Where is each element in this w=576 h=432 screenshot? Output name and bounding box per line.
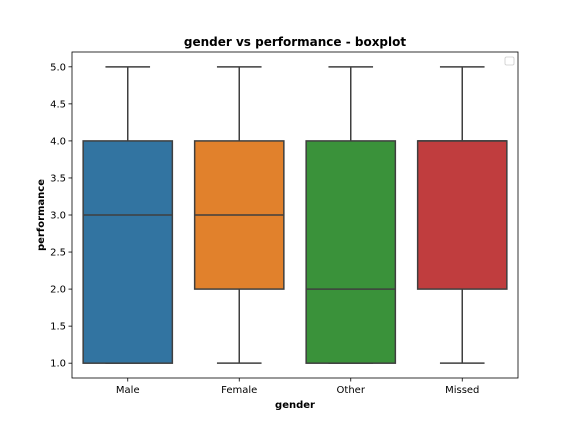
legend-box (504, 56, 515, 66)
y-tick-label: 2.5 (50, 248, 66, 259)
x-tick-label: Missed (445, 385, 479, 396)
chart-title: gender vs performance - boxplot (184, 35, 407, 49)
iqr-box (416, 140, 508, 290)
x-axis: Male Female Other Missed (116, 378, 479, 396)
iqr-box (82, 140, 174, 364)
y-tick-label: 1.0 (50, 359, 66, 370)
x-axis-label: gender (275, 400, 315, 411)
y-tick-label: 2.0 (50, 285, 66, 296)
boxplot-series (82, 66, 508, 364)
box-missed (416, 66, 508, 364)
y-tick-label: 4.5 (50, 99, 66, 110)
x-tick-label: Male (116, 385, 140, 396)
box-female (193, 66, 285, 364)
y-tick-label: 3.5 (50, 173, 66, 184)
box-male (82, 66, 174, 364)
y-tick-label: 5.0 (50, 62, 66, 73)
x-tick-label: Other (337, 385, 366, 396)
iqr-box (305, 140, 397, 364)
y-axis: 1.0 1.5 2.0 2.5 3.0 3.5 4.0 4.5 5.0 (50, 62, 72, 370)
y-tick-label: 4.0 (50, 136, 66, 147)
box-other (305, 66, 397, 364)
y-tick-label: 1.5 (50, 322, 66, 333)
y-tick-label: 3.0 (50, 211, 66, 222)
y-axis-label: performance (36, 179, 47, 251)
plot-frame (71, 51, 519, 379)
x-tick-label: Female (221, 385, 257, 396)
